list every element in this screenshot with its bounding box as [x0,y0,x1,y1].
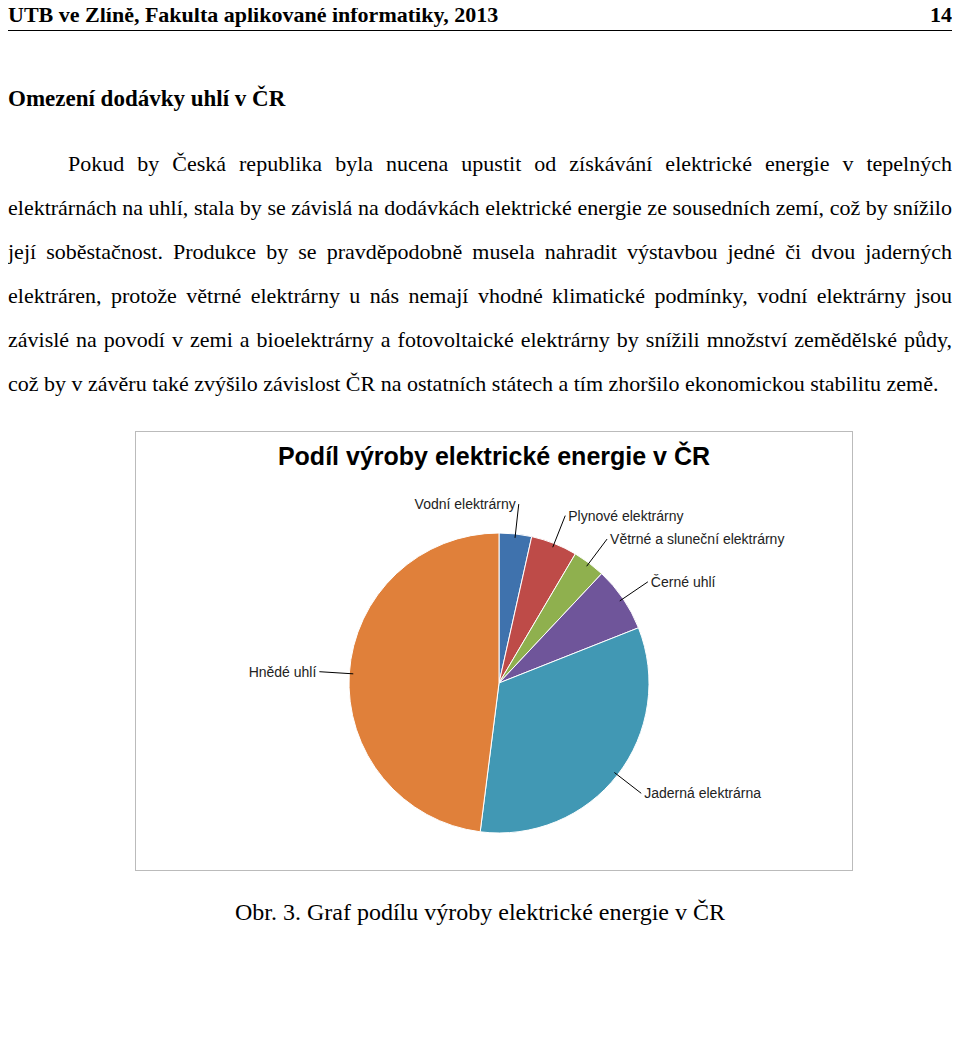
svg-text:Plynové elektrárny: Plynové elektrárny [568,508,683,524]
svg-text:Hnědé uhlí: Hnědé uhlí [249,664,317,680]
svg-text:Černé uhlí: Černé uhlí [651,574,716,590]
html-text:Podíl výroby elektrické energi: Podíl výroby elektrické energie v ČR [277,442,711,470]
svg-text:Vodní elektrárny: Vodní elektrárny [415,496,516,512]
html-text:14: 14 [930,2,952,27]
svg-text:Větrné a sluneční elektrárny: Větrné a sluneční elektrárny [610,531,784,547]
html-text:Pokud by Česká republika byla: Pokud by Česká republika byla nucena upu… [8,151,952,396]
svg-text:Jaderná elektrárna: Jaderná elektrárna [644,785,761,801]
html-text:UTB ve Zlíně, Fakulta aplikova: UTB ve Zlíně, Fakulta aplikované informa… [8,2,499,27]
html-text:Obr. 3. Graf podílu výroby ele: Obr. 3. Graf podílu výroby elektrické en… [234,899,725,925]
html-text:Omezení dodávky uhlí v ČR: Omezení dodávky uhlí v ČR [8,86,286,111]
